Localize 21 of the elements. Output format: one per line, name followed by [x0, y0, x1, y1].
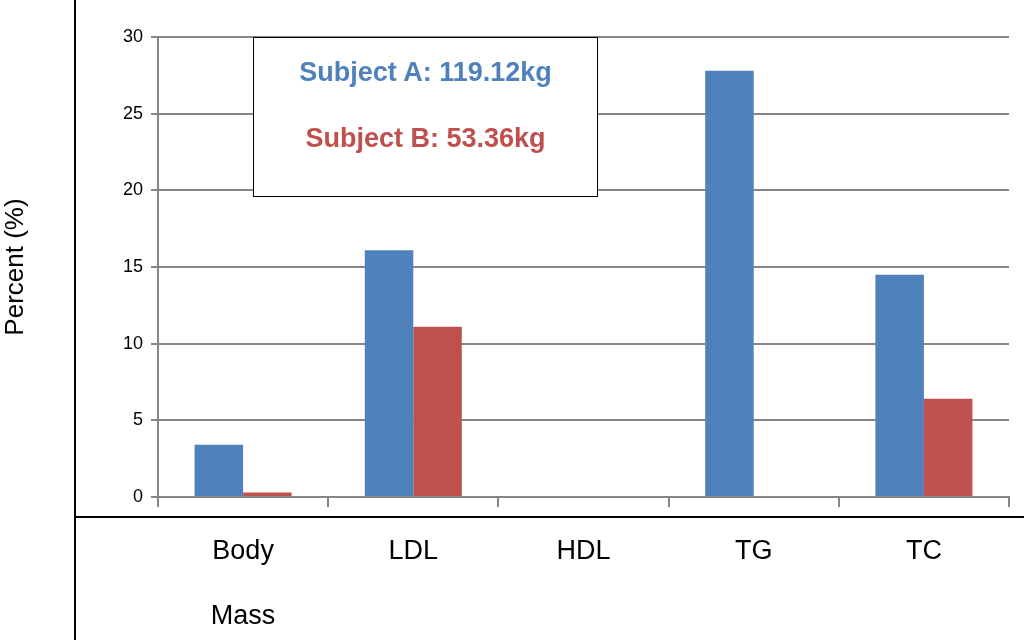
bar	[923, 398, 973, 496]
bar	[875, 274, 924, 496]
bar	[194, 444, 244, 496]
y-tick-label: 20	[122, 179, 143, 200]
y-axis-title: Percent (%)	[0, 198, 29, 336]
x-tick-label: TC	[905, 534, 942, 565]
x-tick-label: LDL	[388, 534, 439, 565]
category-label: Body Mass	[210, 534, 276, 630]
y-tick-label: 30	[122, 25, 143, 46]
legend-box: Subject A: 119.12kg Subject B: 53.36kg	[253, 37, 598, 197]
y-tick-label: 25	[122, 102, 143, 123]
bar	[705, 70, 754, 496]
x-tick-label: HDL	[556, 534, 611, 565]
bar	[364, 250, 414, 496]
bar	[243, 492, 292, 496]
y-tick-label: 5	[132, 409, 143, 430]
y-tick-label: 10	[122, 332, 143, 353]
y-tick-label: 15	[122, 255, 143, 276]
y-tick-label: 0	[132, 485, 143, 506]
x-tick-label: TG	[734, 534, 773, 565]
bar	[413, 326, 462, 496]
